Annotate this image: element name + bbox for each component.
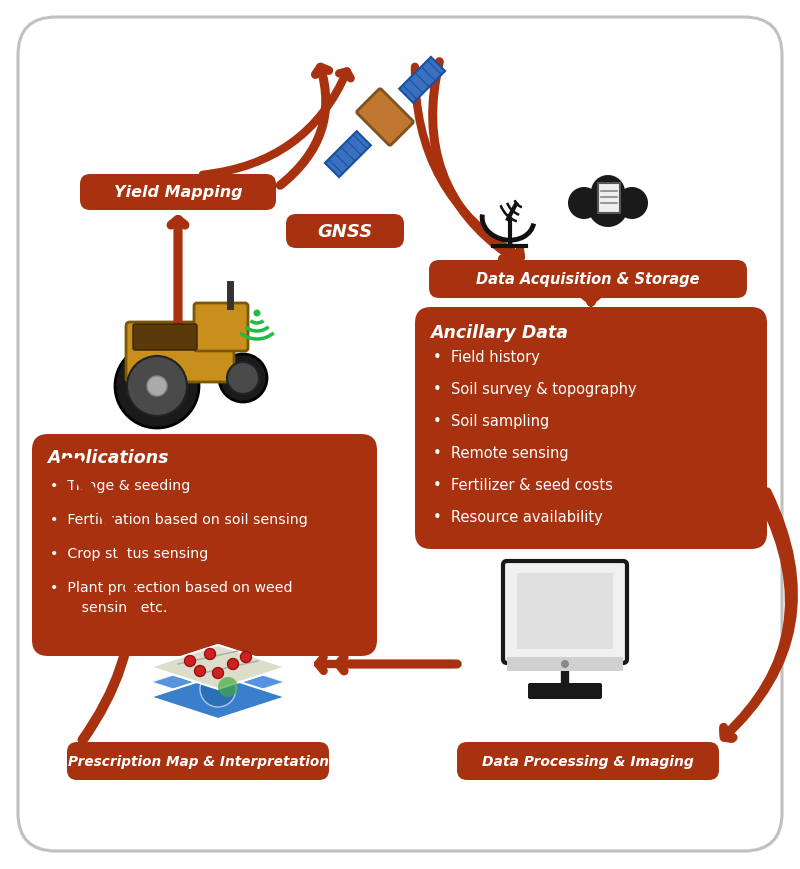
Circle shape: [219, 355, 267, 402]
Polygon shape: [150, 646, 286, 689]
Circle shape: [588, 188, 628, 228]
FancyBboxPatch shape: [528, 683, 602, 700]
Text: Prescription Map & Interpretation: Prescription Map & Interpretation: [67, 754, 329, 768]
FancyBboxPatch shape: [194, 303, 248, 352]
Circle shape: [568, 188, 600, 220]
Circle shape: [241, 652, 251, 663]
Text: GNSS: GNSS: [318, 222, 373, 241]
FancyBboxPatch shape: [286, 215, 404, 249]
FancyBboxPatch shape: [133, 325, 197, 350]
FancyBboxPatch shape: [67, 742, 329, 780]
FancyBboxPatch shape: [18, 18, 782, 851]
Text: •  Fertilization based on soil sensing: • Fertilization based on soil sensing: [50, 513, 308, 527]
Circle shape: [616, 188, 648, 220]
Circle shape: [254, 310, 261, 317]
Text: •  Soil sampling: • Soil sampling: [433, 414, 550, 428]
Text: •  Plant protection based on weed: • Plant protection based on weed: [50, 580, 293, 594]
Text: Ancillary Data: Ancillary Data: [430, 323, 568, 342]
Text: •  Crop status sensing: • Crop status sensing: [50, 547, 208, 561]
Circle shape: [185, 656, 195, 667]
Circle shape: [194, 666, 206, 677]
FancyBboxPatch shape: [507, 657, 623, 671]
Circle shape: [561, 660, 569, 668]
FancyBboxPatch shape: [126, 322, 234, 382]
Circle shape: [200, 671, 236, 707]
Circle shape: [227, 362, 259, 395]
FancyBboxPatch shape: [503, 561, 627, 663]
Polygon shape: [150, 675, 286, 720]
Polygon shape: [150, 675, 286, 720]
Text: •  Tillage & seeding: • Tillage & seeding: [50, 479, 190, 493]
Circle shape: [115, 345, 199, 428]
Text: Yield Mapping: Yield Mapping: [114, 185, 242, 200]
FancyBboxPatch shape: [32, 434, 377, 656]
FancyBboxPatch shape: [517, 574, 613, 649]
Circle shape: [213, 667, 223, 679]
Text: •  Remote sensing: • Remote sensing: [433, 446, 569, 461]
FancyBboxPatch shape: [598, 183, 620, 214]
FancyBboxPatch shape: [457, 742, 719, 780]
Text: •  Soil survey & topography: • Soil survey & topography: [433, 381, 637, 396]
FancyBboxPatch shape: [429, 261, 747, 299]
Text: •  Field history: • Field history: [433, 349, 540, 365]
Text: Data Acquisition & Storage: Data Acquisition & Storage: [476, 272, 700, 287]
Circle shape: [218, 677, 238, 697]
Circle shape: [127, 356, 187, 416]
FancyBboxPatch shape: [357, 90, 414, 146]
Circle shape: [205, 649, 215, 660]
Polygon shape: [150, 646, 286, 689]
Circle shape: [147, 376, 167, 396]
Text: •  Fertilizer & seed costs: • Fertilizer & seed costs: [433, 477, 613, 493]
Circle shape: [227, 659, 238, 670]
Polygon shape: [325, 132, 371, 178]
Circle shape: [591, 176, 625, 209]
Text: •  Resource availability: • Resource availability: [433, 509, 602, 524]
Text: sensing etc.: sensing etc.: [50, 600, 167, 614]
FancyBboxPatch shape: [415, 308, 767, 549]
Text: Data Processing & Imaging: Data Processing & Imaging: [482, 754, 694, 768]
Polygon shape: [150, 660, 286, 704]
Polygon shape: [399, 58, 445, 103]
FancyBboxPatch shape: [80, 175, 276, 211]
Text: Applications: Applications: [47, 448, 169, 467]
